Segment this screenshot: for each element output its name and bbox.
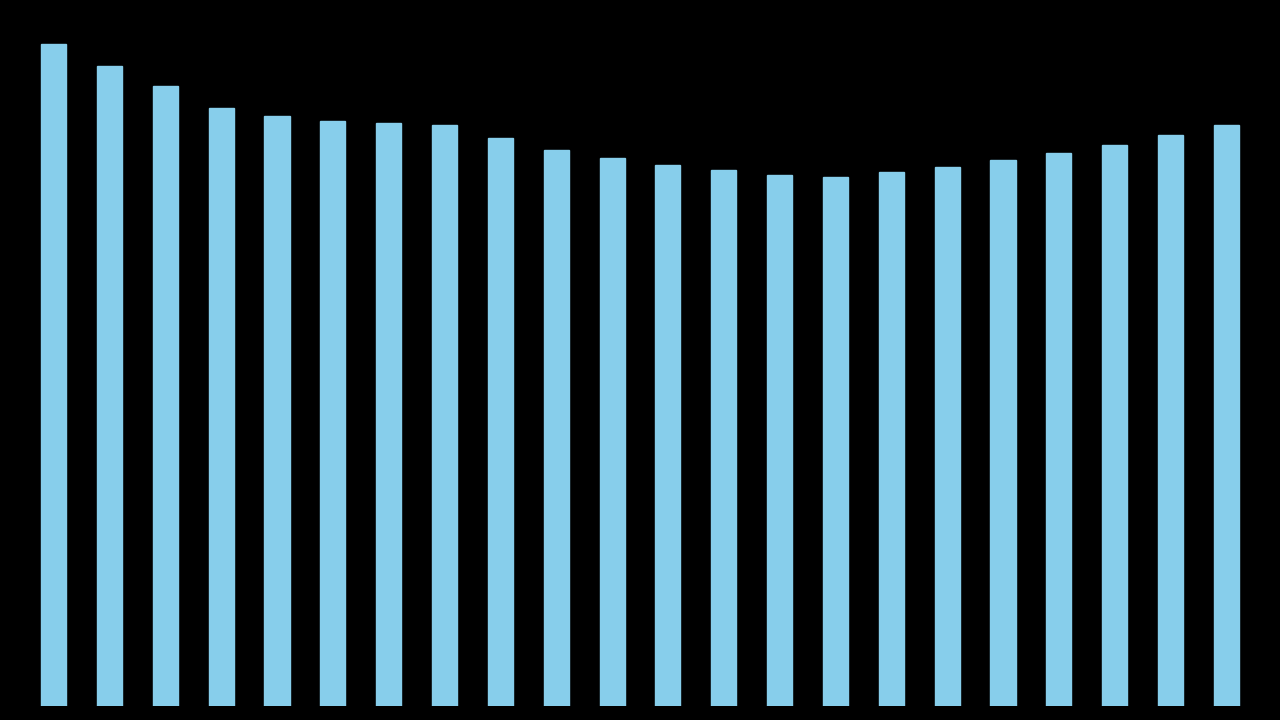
Bar (1213, 125, 1239, 706)
Bar (209, 108, 234, 706)
Bar (544, 150, 568, 706)
Bar (1046, 153, 1071, 706)
Bar (376, 123, 401, 706)
Bar (431, 125, 457, 706)
Bar (1102, 145, 1128, 706)
Bar (599, 158, 625, 706)
Bar (152, 86, 178, 706)
Bar (320, 120, 346, 706)
Bar (1158, 135, 1183, 706)
Bar (265, 116, 289, 706)
Bar (712, 170, 736, 706)
Bar (879, 172, 904, 706)
Bar (488, 138, 513, 706)
Bar (41, 44, 67, 706)
Bar (655, 165, 681, 706)
Bar (823, 177, 849, 706)
Bar (991, 160, 1015, 706)
Bar (934, 168, 960, 706)
Bar (767, 175, 792, 706)
Bar (97, 66, 122, 706)
